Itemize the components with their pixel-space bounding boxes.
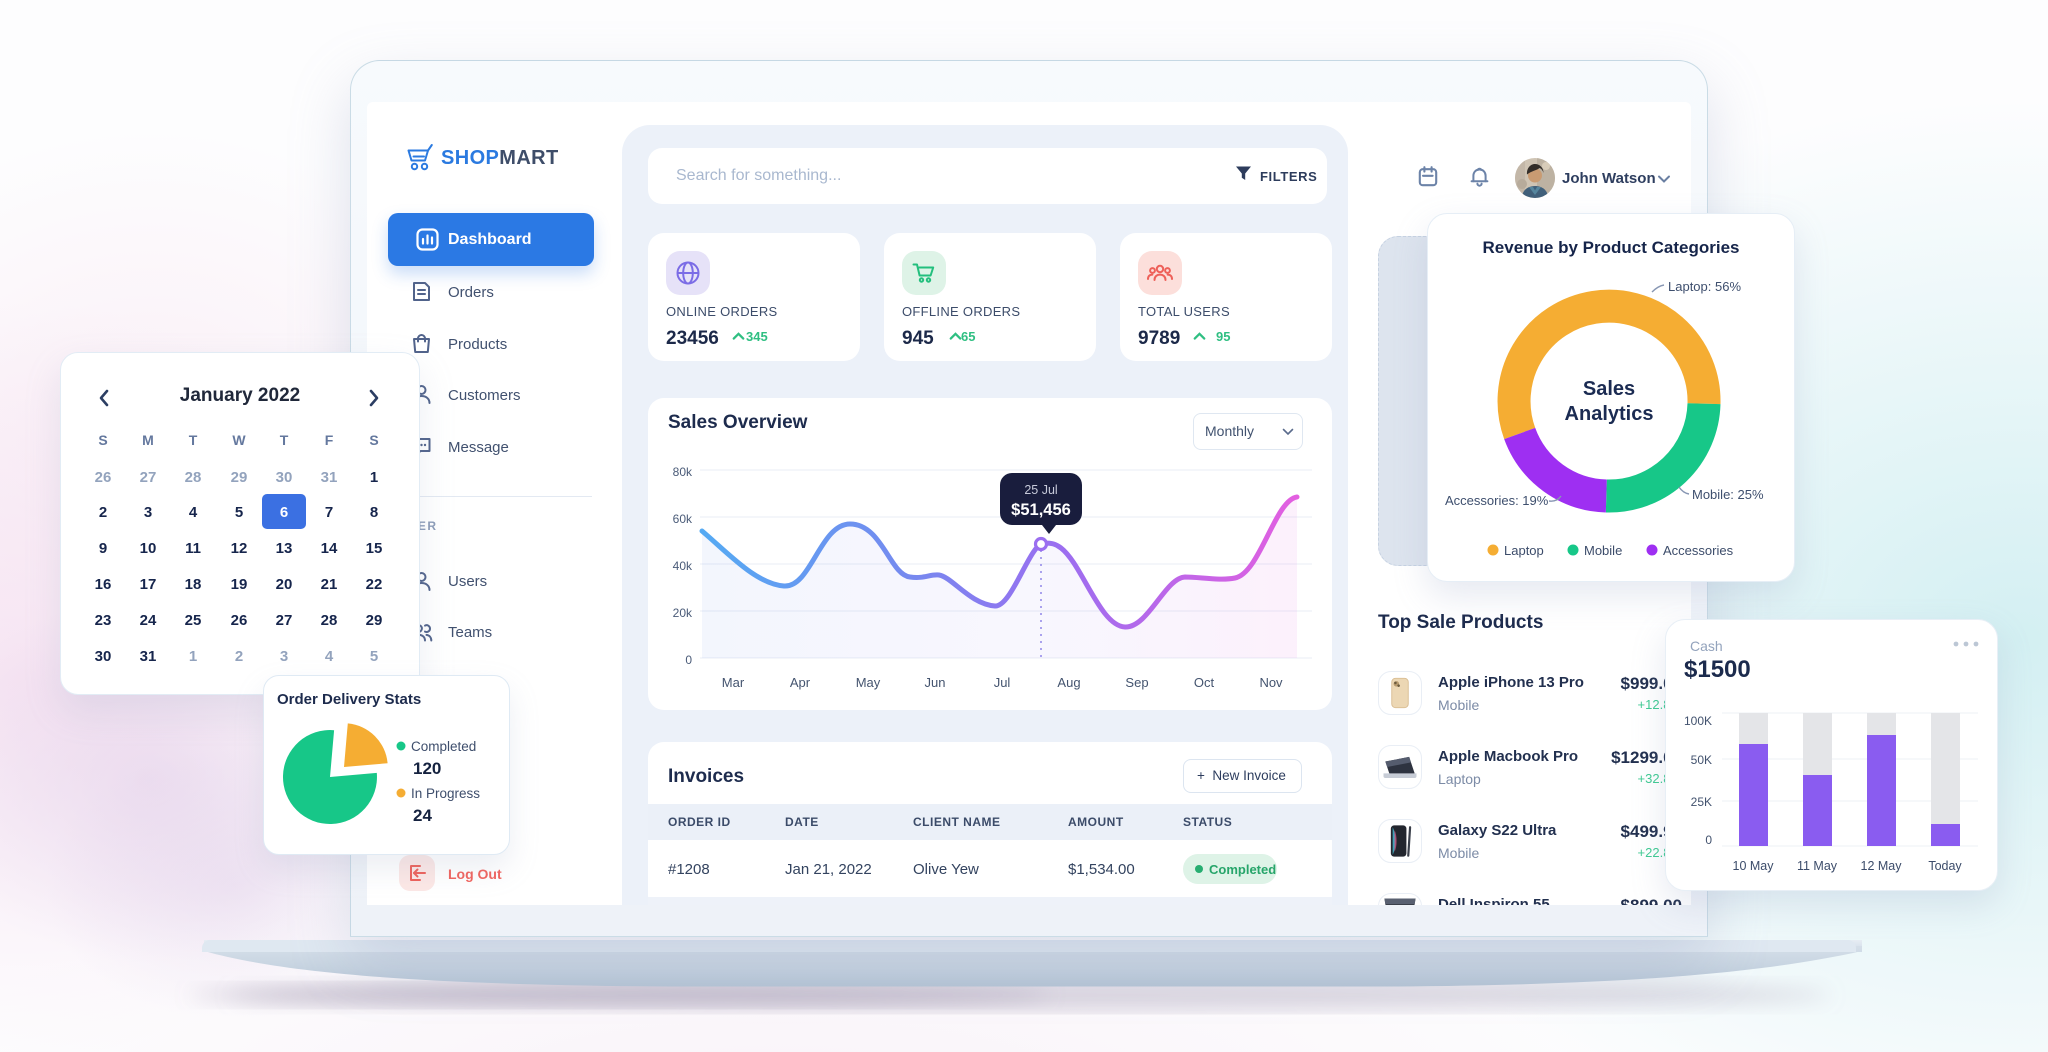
svg-text:10 May: 10 May	[1733, 859, 1775, 873]
svg-text:4: 4	[325, 648, 334, 665]
svg-text:Completed: Completed	[411, 739, 476, 754]
svg-text:2: 2	[235, 648, 243, 665]
svg-text:Accessories: 19%: Accessories: 19%	[1445, 493, 1549, 508]
svg-text:Today: Today	[1928, 859, 1962, 873]
svg-text:19: 19	[231, 576, 248, 593]
svg-text:120: 120	[413, 759, 441, 778]
svg-text:14: 14	[321, 540, 338, 557]
svg-text:24: 24	[413, 806, 432, 825]
svg-text:2: 2	[99, 504, 107, 521]
svg-text:Sales: Sales	[1583, 378, 1635, 400]
svg-text:25K: 25K	[1691, 795, 1712, 809]
svg-text:W: W	[232, 432, 246, 448]
svg-text:0: 0	[685, 653, 692, 667]
svg-text:Mar: Mar	[722, 675, 745, 690]
svg-text:4: 4	[189, 504, 198, 521]
svg-text:F: F	[325, 432, 334, 448]
svg-text:30: 30	[95, 648, 112, 665]
svg-text:3: 3	[280, 648, 288, 665]
svg-text:29: 29	[366, 612, 383, 629]
svg-text:Accessories: Accessories	[1663, 543, 1734, 558]
svg-text:6: 6	[280, 504, 288, 521]
svg-text:M: M	[142, 432, 154, 448]
svg-text:8: 8	[370, 504, 378, 521]
svg-text:27: 27	[140, 469, 157, 486]
svg-text:Mobile: 25%: Mobile: 25%	[1692, 487, 1764, 502]
svg-text:23: 23	[95, 612, 112, 629]
svg-text:25: 25	[185, 612, 202, 629]
svg-text:12 May: 12 May	[1861, 859, 1903, 873]
svg-text:7: 7	[325, 504, 333, 521]
svg-text:Mobile: Mobile	[1584, 543, 1622, 558]
svg-text:16: 16	[95, 576, 112, 593]
svg-text:60k: 60k	[673, 512, 693, 526]
svg-text:S: S	[369, 432, 378, 448]
svg-text:80k: 80k	[673, 465, 693, 479]
svg-text:3: 3	[144, 504, 152, 521]
svg-text:S: S	[98, 432, 107, 448]
svg-text:18: 18	[185, 576, 202, 593]
svg-text:10: 10	[140, 540, 157, 557]
svg-text:27: 27	[276, 612, 293, 629]
svg-text:21: 21	[321, 576, 338, 593]
svg-text:17: 17	[140, 576, 157, 593]
svg-text:50K: 50K	[1691, 753, 1712, 767]
svg-text:40k: 40k	[673, 559, 693, 573]
svg-text:May: May	[856, 675, 881, 690]
svg-text:13: 13	[276, 540, 293, 557]
svg-text:Apr: Apr	[790, 675, 811, 690]
svg-text:15: 15	[366, 540, 383, 557]
svg-text:Nov: Nov	[1259, 675, 1283, 690]
svg-text:Jul: Jul	[994, 675, 1011, 690]
svg-text:100K: 100K	[1684, 714, 1712, 728]
svg-text:5: 5	[370, 648, 378, 665]
svg-text:1: 1	[370, 469, 378, 486]
svg-text:31: 31	[140, 648, 157, 665]
svg-text:T: T	[189, 432, 198, 448]
svg-text:22: 22	[366, 576, 383, 593]
svg-text:20k: 20k	[673, 606, 693, 620]
svg-text:1: 1	[189, 648, 197, 665]
svg-text:20: 20	[276, 576, 293, 593]
svg-text:Laptop: Laptop	[1504, 543, 1544, 558]
svg-text:In Progress: In Progress	[411, 786, 480, 801]
svg-text:11: 11	[185, 540, 201, 557]
svg-text:Laptop: 56%: Laptop: 56%	[1668, 279, 1741, 294]
svg-text:Oct: Oct	[1194, 675, 1215, 690]
svg-text:5: 5	[235, 504, 243, 521]
svg-text:29: 29	[231, 469, 248, 486]
svg-text:Sep: Sep	[1125, 675, 1148, 690]
svg-text:Aug: Aug	[1057, 675, 1080, 690]
svg-text:30: 30	[276, 469, 293, 486]
svg-text:12: 12	[231, 540, 248, 557]
svg-text:T: T	[280, 432, 289, 448]
svg-text:28: 28	[321, 612, 338, 629]
svg-text:0: 0	[1705, 833, 1712, 847]
svg-text:$51,456: $51,456	[1011, 501, 1071, 519]
svg-text:Jun: Jun	[925, 675, 946, 690]
svg-text:11 May: 11 May	[1797, 859, 1838, 873]
svg-text:31: 31	[321, 469, 338, 486]
svg-text:28: 28	[185, 469, 202, 486]
svg-text:26: 26	[231, 612, 248, 629]
svg-text:9: 9	[99, 540, 107, 557]
svg-text:26: 26	[95, 469, 112, 486]
svg-text:Analytics: Analytics	[1565, 403, 1654, 425]
svg-text:25 Jul: 25 Jul	[1024, 483, 1057, 497]
svg-text:24: 24	[140, 612, 157, 629]
